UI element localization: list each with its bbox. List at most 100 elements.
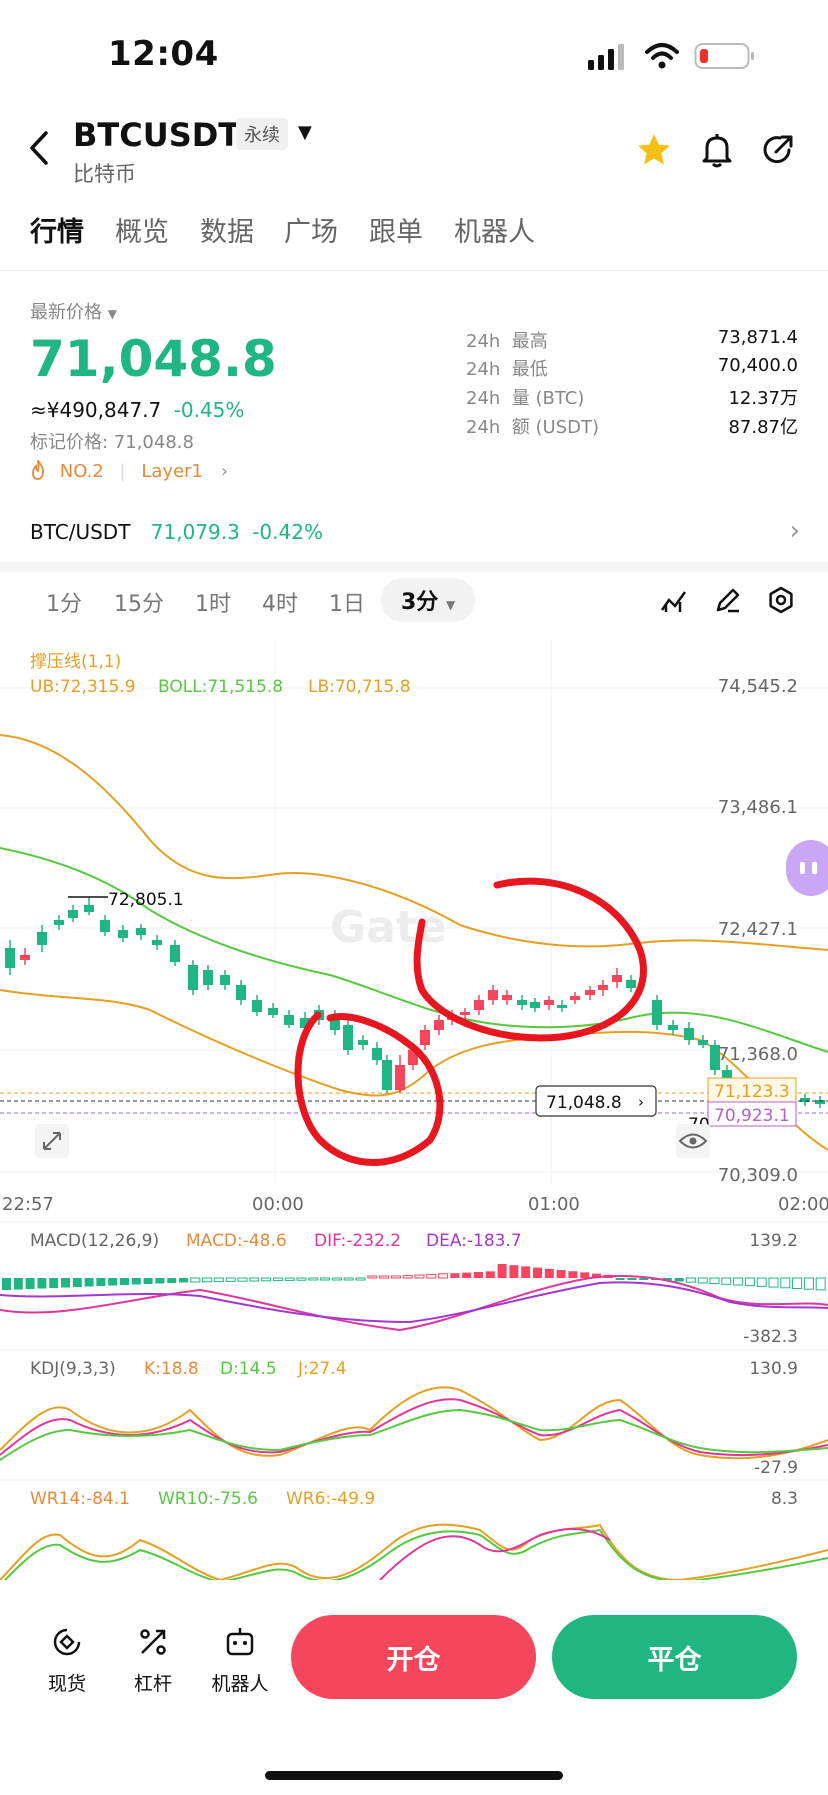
candle-body [408,1050,418,1065]
macd-bar [544,1268,554,1278]
candle-body [570,996,580,1000]
spot-change: -0.42% [252,520,323,544]
candle-body [118,930,128,938]
macd-bar [521,1266,531,1278]
side-assistant-handle[interactable] [786,840,828,896]
lever-nav-button[interactable]: 杠杆 [118,1625,188,1696]
boll-ub: UB:72,315.9 [30,677,136,697]
rank-row[interactable]: NO.2 | Layer1 › [30,457,228,482]
current-price-tag[interactable]: 71,048.8 › [535,1085,657,1117]
macd-label: MACD(12,26,9) [30,1231,159,1251]
candle-body [434,1020,444,1030]
wifi-icon [645,43,679,69]
expand-icon[interactable] [35,1124,69,1158]
tab-data[interactable]: 数据 [200,217,254,248]
period-1h[interactable]: 1时 [195,592,231,617]
period-4h[interactable]: 4时 [262,592,298,617]
spot-price: 71,079.3 [150,520,240,544]
price-tick-3: 72,427.1 [718,919,798,940]
eye-icon[interactable] [676,1124,710,1158]
wr14-value: WR14:-84.1 [30,1489,130,1509]
period-15m[interactable]: 15分 [114,592,164,617]
chevron-right-icon: › [789,516,800,546]
lever-icon [140,1629,166,1655]
symbol-dropdown-caret-icon[interactable]: ▼ [298,122,312,143]
stat-high: 24h 最高 73,871.4 [466,327,798,352]
close-position-button[interactable]: 平仓 [552,1615,797,1699]
macd-bar [721,1277,732,1285]
candle-body [460,1012,470,1015]
perpetual-badge: 永续 [236,118,288,150]
spot-link-row[interactable]: BTC/USDT 71,079.3 -0.42% › [30,516,800,550]
svg-text:71,048.8: 71,048.8 [546,1093,622,1113]
chevron-right-icon: › [638,1093,644,1111]
category-tag: Layer1 [141,461,203,482]
kline-chart[interactable]: Gate 72,805.1 74,545.2 73,486.1 72,427.1… [0,640,828,1580]
settings-icon[interactable] [767,586,795,614]
spot-nav-button[interactable]: 现货 [32,1625,102,1696]
macd-bar [167,1278,177,1283]
candle-body [372,1048,382,1060]
period-3m-selected[interactable]: 3分 ▼ [381,578,476,622]
battery-icon [694,43,754,69]
tab-square[interactable]: 广场 [284,217,338,248]
macd-bar [533,1267,542,1278]
tab-market[interactable]: 行情 [30,217,84,248]
candle-body [530,1002,540,1008]
back-button[interactable] [28,130,50,176]
kdj-tick-bottom: -27.9 [754,1458,798,1478]
price-tick-1: 74,545.2 [718,676,798,697]
dif-value: DIF:-232.2 [314,1231,401,1251]
boll-mid: BOLL:71,515.8 [158,677,283,697]
candle-body [382,1060,392,1090]
spot-icon [53,1628,81,1656]
draw-pen-icon[interactable] [714,586,742,614]
macd-bar [190,1277,201,1283]
macd-bar [213,1277,224,1283]
tab-bot[interactable]: 机器人 [454,217,535,248]
open-position-button[interactable]: 开仓 [291,1615,536,1699]
macd-bar [509,1265,519,1278]
indicator-icon[interactable] [660,588,688,614]
macd-bar [355,1277,366,1281]
macd-bar [131,1278,141,1285]
share-icon[interactable] [758,130,798,170]
svg-text:71,123.3: 71,123.3 [714,1082,790,1102]
tab-overview[interactable]: 概览 [115,217,169,248]
purple-price-tag: 70,923.1 [707,1101,797,1127]
kdj-j-value: J:27.4 [297,1359,347,1379]
macd-bar [320,1277,331,1281]
candle-body [598,985,608,990]
wr6-value: WR6:-49.9 [286,1489,375,1509]
wr-tick-top: 8.3 [771,1489,798,1509]
period-1d[interactable]: 1日 [329,592,365,617]
macd-bar [284,1277,295,1281]
tab-copy-trade[interactable]: 跟单 [369,217,423,248]
macd-bar [474,1272,483,1278]
signal-icon [588,44,624,70]
macd-bar [37,1278,47,1289]
macd-bar [13,1278,23,1290]
divider [0,270,828,271]
macd-bar [568,1271,578,1278]
bell-icon[interactable] [697,130,737,170]
candle-body [557,1005,567,1008]
wr10-value: WR10:-75.6 [158,1489,258,1509]
candle-body [395,1065,405,1090]
macd-bar [331,1277,342,1281]
candle-body [188,965,198,990]
symbol-title[interactable]: BTCUSDT [73,116,241,154]
period-1m[interactable]: 1分 [46,592,82,617]
macd-bar [615,1278,625,1280]
dea-value: DEA:-183.7 [426,1231,522,1251]
candle-body [252,1000,262,1012]
last-price-label[interactable]: 最新价格 ▼ [30,302,117,323]
candle-body [420,1030,430,1045]
kdj-lines [0,1386,828,1461]
spot-pair: BTC/USDT [30,520,131,544]
candle-body [20,955,30,960]
favorite-star-icon[interactable] [634,130,674,170]
macd-bar [96,1278,106,1286]
bot-nav-button[interactable]: 机器人 [205,1625,275,1696]
kdj-label: KDJ(9,3,3) [30,1359,116,1379]
